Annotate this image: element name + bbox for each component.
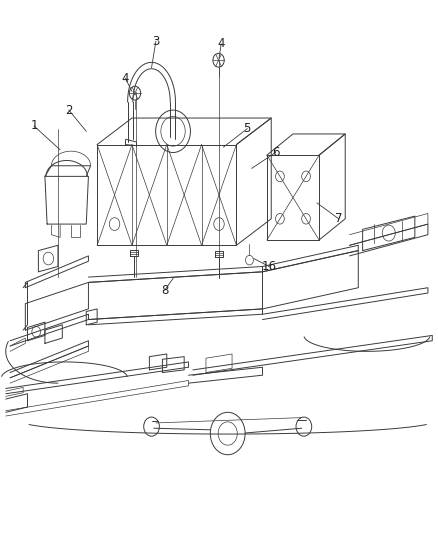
Text: 1: 1 — [30, 119, 38, 133]
Text: 3: 3 — [152, 35, 159, 47]
Text: 4: 4 — [217, 37, 225, 50]
Text: 7: 7 — [335, 212, 343, 225]
Text: 8: 8 — [161, 284, 168, 297]
Text: 5: 5 — [244, 122, 251, 135]
Text: 6: 6 — [272, 146, 279, 159]
Text: 2: 2 — [65, 103, 73, 117]
Text: 4: 4 — [122, 72, 129, 85]
Text: 16: 16 — [261, 260, 276, 273]
